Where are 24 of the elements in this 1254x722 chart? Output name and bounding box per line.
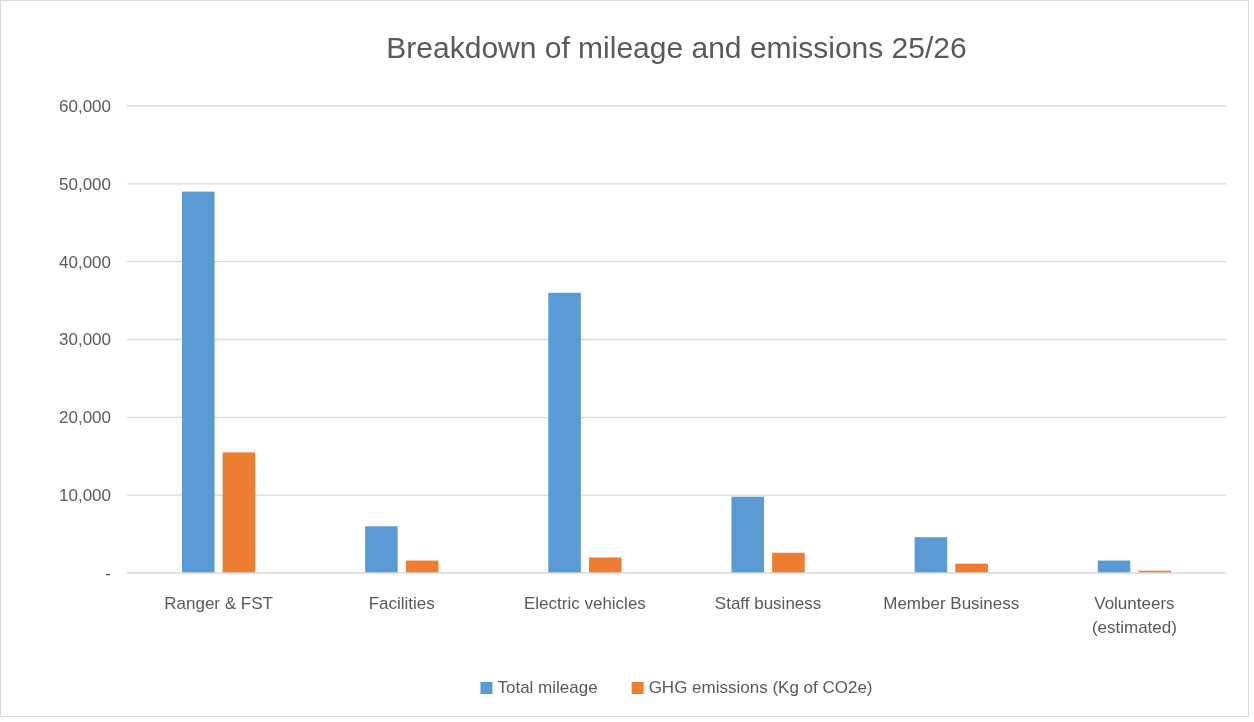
x-tick-label: Staff business	[714, 594, 822, 613]
x-tick-label: Member Business	[883, 594, 1020, 613]
bar	[588, 557, 622, 573]
y-tick-label: 40,000	[59, 252, 111, 272]
bar	[548, 292, 581, 573]
x-tick-label: Electric vehicles	[523, 594, 646, 613]
y-tick-label: 50,000	[59, 174, 111, 194]
x-tick-label: Volunteers (estimated)	[1091, 594, 1177, 637]
bar	[731, 496, 765, 573]
legend-label: GHG emissions (Kg of CO2e)	[648, 678, 873, 697]
bar	[181, 191, 215, 573]
bar	[365, 526, 398, 573]
x-tick-label: Ranger & FST	[164, 594, 273, 613]
y-tick-label: 60,000	[59, 96, 111, 116]
y-tick-label: 20,000	[59, 408, 111, 428]
x-tick-label: Facilities	[368, 594, 435, 613]
y-tick-label: -	[105, 563, 111, 583]
bar	[772, 552, 805, 573]
legend-label: Total mileage	[497, 678, 598, 697]
bar	[914, 537, 948, 573]
y-tick-label: 10,000	[59, 486, 111, 506]
chart-title: Breakdown of mileage and emissions 25/26	[386, 31, 967, 64]
bar	[222, 452, 256, 573]
y-tick-label: 30,000	[59, 330, 111, 350]
